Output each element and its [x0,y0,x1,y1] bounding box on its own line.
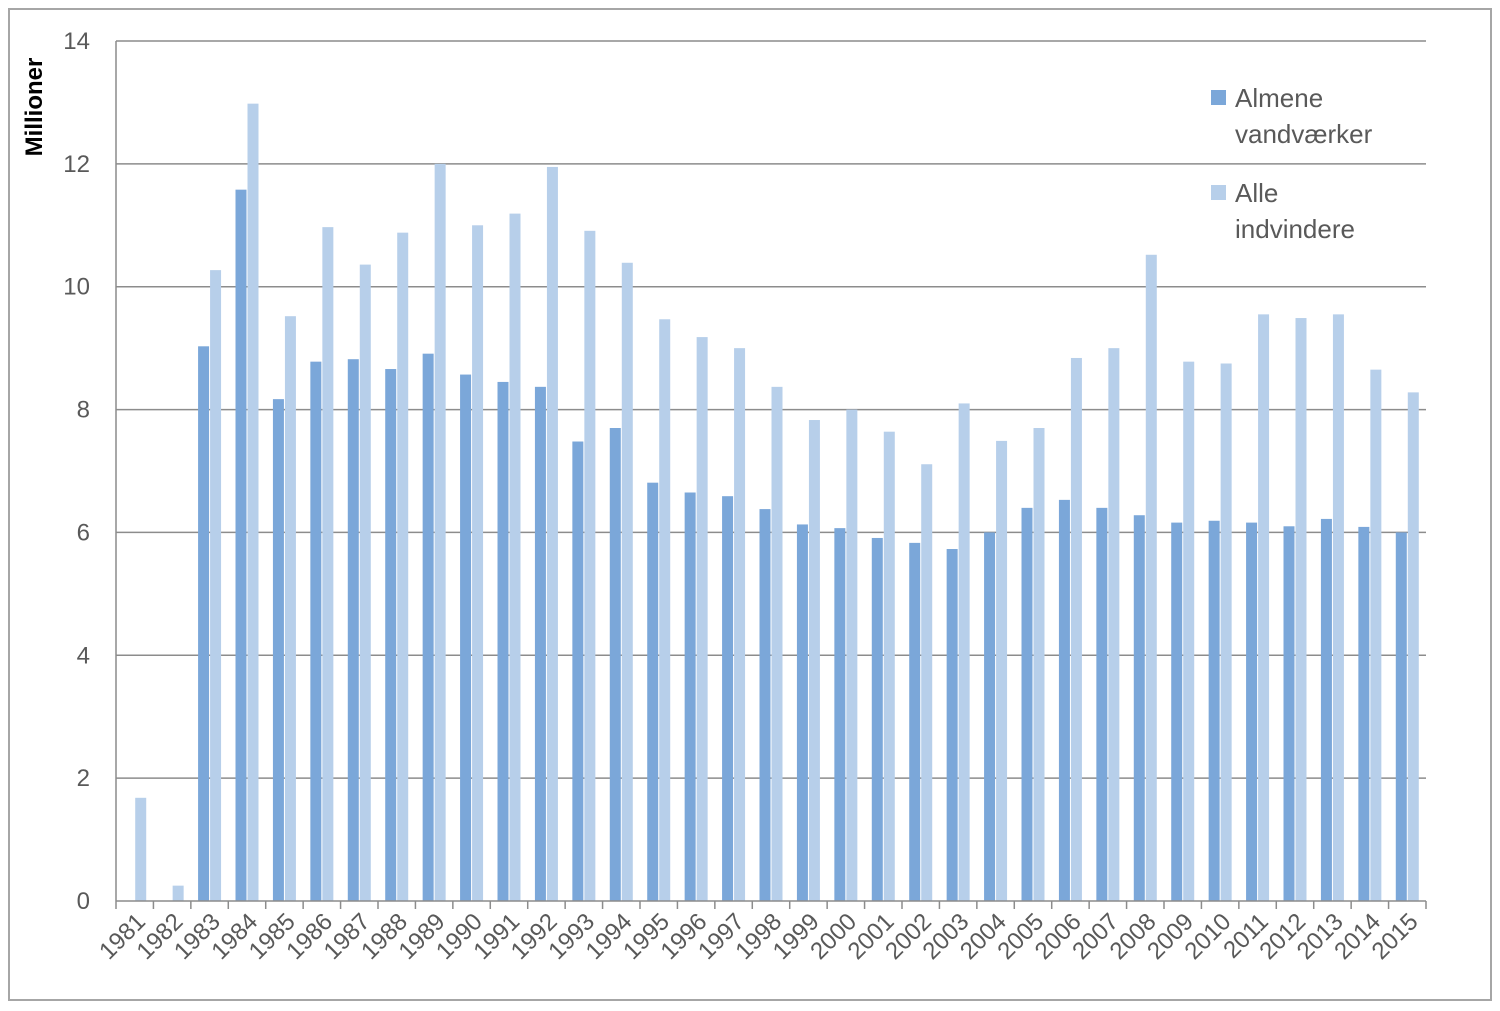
bar-almene-1990 [460,374,472,901]
bar-alle-1983 [210,270,222,902]
bar-alle-1984 [247,103,259,901]
bar-alle-2009 [1183,361,1195,902]
bar-almene-2015 [1395,532,1407,901]
bar-almene-1985 [272,399,284,901]
y-tick-label: 4 [77,642,90,669]
gridlines [116,40,1426,779]
y-tick-label: 14 [63,28,90,55]
bar-almene-1999 [796,524,808,901]
bar-almene-2001 [871,537,883,901]
bar-alle-1996 [696,337,708,902]
bar-alle-2015 [1407,392,1419,901]
y-tick-labels: 0 2 4 6 8 10 12 14 [63,28,90,915]
bar-almene-1983 [198,346,210,901]
bar-alle-1988 [397,232,409,901]
bar-alle-2014 [1370,369,1382,902]
bar-alle-2012 [1295,318,1307,901]
bar-alle-1999 [808,420,820,901]
bar-almene-2006 [1058,499,1070,901]
bar-almene-1992 [534,386,546,901]
bar-alle-1992 [546,166,558,901]
bar-almene-2008 [1133,515,1145,901]
x-tick-labels: 1981198219831984198519861987198819891990… [94,908,1423,965]
bar-almene-2004 [984,532,996,901]
bar-almene-2000 [834,528,846,901]
bar-alle-1989 [434,163,446,901]
bar-alle-2011 [1258,314,1270,901]
bar-almene-1989 [422,353,434,902]
bar-alle-1997 [734,348,746,902]
bar-almene-2012 [1283,526,1295,901]
legend-label: indvindere [1235,214,1355,244]
bar-alle-1987 [359,264,371,902]
bar-alle-2006 [1070,357,1082,901]
bar-almene-2009 [1171,522,1183,901]
axes [115,41,1427,909]
bar-almene-2011 [1246,522,1258,901]
bar-almene-1993 [572,441,584,901]
bar-alle-2008 [1145,254,1157,901]
bar-almene-2002 [909,542,921,901]
bar-alle-1995 [659,319,671,901]
bar-almene-1996 [684,492,696,901]
bar-alle-2005 [1033,428,1045,901]
bar-almene-1986 [310,361,322,902]
bar-alle-1998 [771,386,783,901]
y-tick-label: 10 [63,274,90,301]
bar-alle-1990 [472,225,484,902]
bar-alle-2002 [921,464,933,901]
bar-almene-2007 [1096,507,1108,901]
bars [135,103,1419,902]
y-tick-label: 8 [77,397,90,424]
bar-almene-2014 [1358,526,1370,901]
bar-alle-2007 [1108,348,1120,902]
y-tick-label: 2 [77,765,90,792]
legend-label: Alle [1235,178,1278,208]
y-axis-label: Millioner [21,58,48,157]
legend-label: vandværker [1235,119,1373,149]
y-tick-label: 12 [63,151,90,178]
bar-alle-2013 [1332,314,1344,901]
bar-almene-1988 [385,369,397,901]
bar-almene-1994 [609,428,621,901]
bar-alle-1994 [621,262,633,901]
bar-alle-2010 [1220,363,1232,901]
legend-swatch [1211,90,1226,105]
legend: Almene vandværker Alle indvindere [1211,83,1373,244]
bar-almene-2005 [1021,507,1033,901]
bar-almene-1987 [347,359,359,901]
legend-label: Almene [1235,83,1323,113]
bar-alle-1985 [284,316,296,901]
legend-swatch [1211,185,1226,200]
bar-almene-1995 [647,482,659,901]
bar-alle-1981 [135,797,147,901]
bar-alle-2003 [958,403,970,901]
bar-almene-1991 [497,381,509,901]
bar-alle-1993 [584,230,596,902]
bar-alle-2000 [846,409,858,901]
bar-almene-2013 [1320,518,1332,901]
bar-alle-1986 [322,227,334,902]
y-tick-label: 0 [77,888,90,915]
bar-almene-2003 [946,549,958,901]
y-tick-label: 6 [77,519,90,546]
bar-almene-1997 [722,496,734,901]
bar-almene-1984 [235,189,247,901]
bar-alle-2004 [996,440,1008,901]
bar-almene-1998 [759,509,771,901]
bar-alle-1991 [509,213,521,902]
bar-alle-2001 [883,431,895,901]
bar-almene-2010 [1208,520,1220,901]
bar-alle-1982 [172,885,184,901]
